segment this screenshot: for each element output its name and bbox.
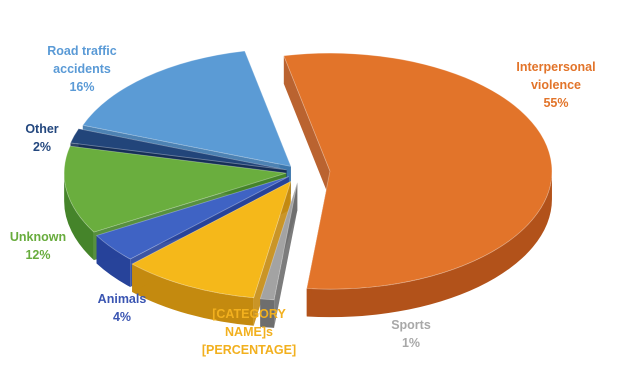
slice-1 xyxy=(259,182,298,301)
slice-label-0: Interpersonal violence 55% xyxy=(516,58,595,112)
slice-label-line: Unknown xyxy=(9,230,67,244)
slice-label-line: 2% xyxy=(32,140,52,154)
slice-label-line: accidents xyxy=(53,62,111,76)
slice-5 xyxy=(69,128,287,171)
slice-label-line: 4% xyxy=(112,310,132,324)
slice-2 xyxy=(131,180,292,299)
slice-side-4 xyxy=(64,173,94,261)
slice-label-line: Other xyxy=(25,122,59,136)
slice-3 xyxy=(95,176,290,260)
slice-label-line: [PERCENTAGE] xyxy=(201,343,297,357)
slice-label-4: Unknown 12% xyxy=(10,228,66,264)
slice-label-5: Other 2% xyxy=(25,120,58,156)
slice-label-line: 1% xyxy=(401,336,421,350)
slice-label-line: Animals xyxy=(97,292,147,306)
slice-label-line: NAME]s xyxy=(225,325,273,339)
slice-label-2: [CATEGORY NAME]s [PERCENTAGE] xyxy=(202,305,296,359)
slice-label-line: Road traffic xyxy=(47,44,117,58)
slice-label-line: [CATEGORY xyxy=(212,307,286,321)
slice-side-0 xyxy=(306,171,552,318)
slice-wall-2-0 xyxy=(253,181,291,326)
slice-label-3: Animals 4% xyxy=(98,290,147,326)
slice-4 xyxy=(63,145,287,233)
slice-6 xyxy=(82,50,292,167)
slice-label-line: Interpersonal xyxy=(516,60,596,74)
slice-label-line: 16% xyxy=(69,80,95,94)
slice-label-1: Sports 1% xyxy=(391,316,431,352)
slice-label-line: violence xyxy=(530,78,582,92)
slice-wall-0-0 xyxy=(283,55,330,200)
slice-0 xyxy=(283,52,553,290)
slice-label-line: 12% xyxy=(25,248,51,262)
slice-label-line: Sports xyxy=(391,318,431,332)
slice-side-2 xyxy=(132,263,254,326)
slice-label-line: 55% xyxy=(543,96,569,110)
slice-label-6: Road traffic accidents 16% xyxy=(47,42,116,96)
